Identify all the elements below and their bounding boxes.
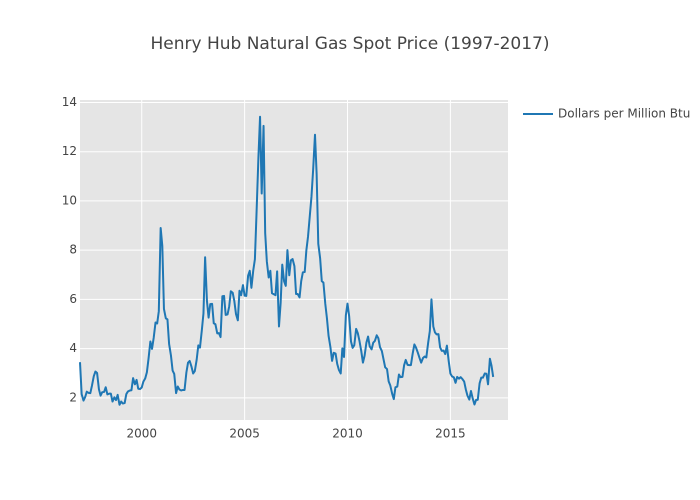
x-tick-label: 2005 — [229, 427, 260, 441]
y-tick-label: 10 — [62, 193, 77, 207]
x-tick-label: 2000 — [126, 427, 157, 441]
line — [79, 115, 495, 406]
y-tick-label: 2 — [69, 390, 77, 404]
plot-background — [80, 100, 508, 420]
y-tick-label: 12 — [62, 144, 77, 158]
y-tick-label: 8 — [69, 243, 77, 257]
x-tick-label: 2010 — [332, 427, 363, 441]
y-tick-label: 4 — [69, 341, 77, 355]
x-tick-label: 2015 — [435, 427, 466, 441]
y-tick-label: 14 — [62, 95, 77, 109]
legend-label: Dollars per Million Btu — [558, 107, 690, 121]
y-tick-label: 6 — [69, 292, 77, 306]
chart-title: Henry Hub Natural Gas Spot Price (1997-2… — [150, 34, 549, 54]
